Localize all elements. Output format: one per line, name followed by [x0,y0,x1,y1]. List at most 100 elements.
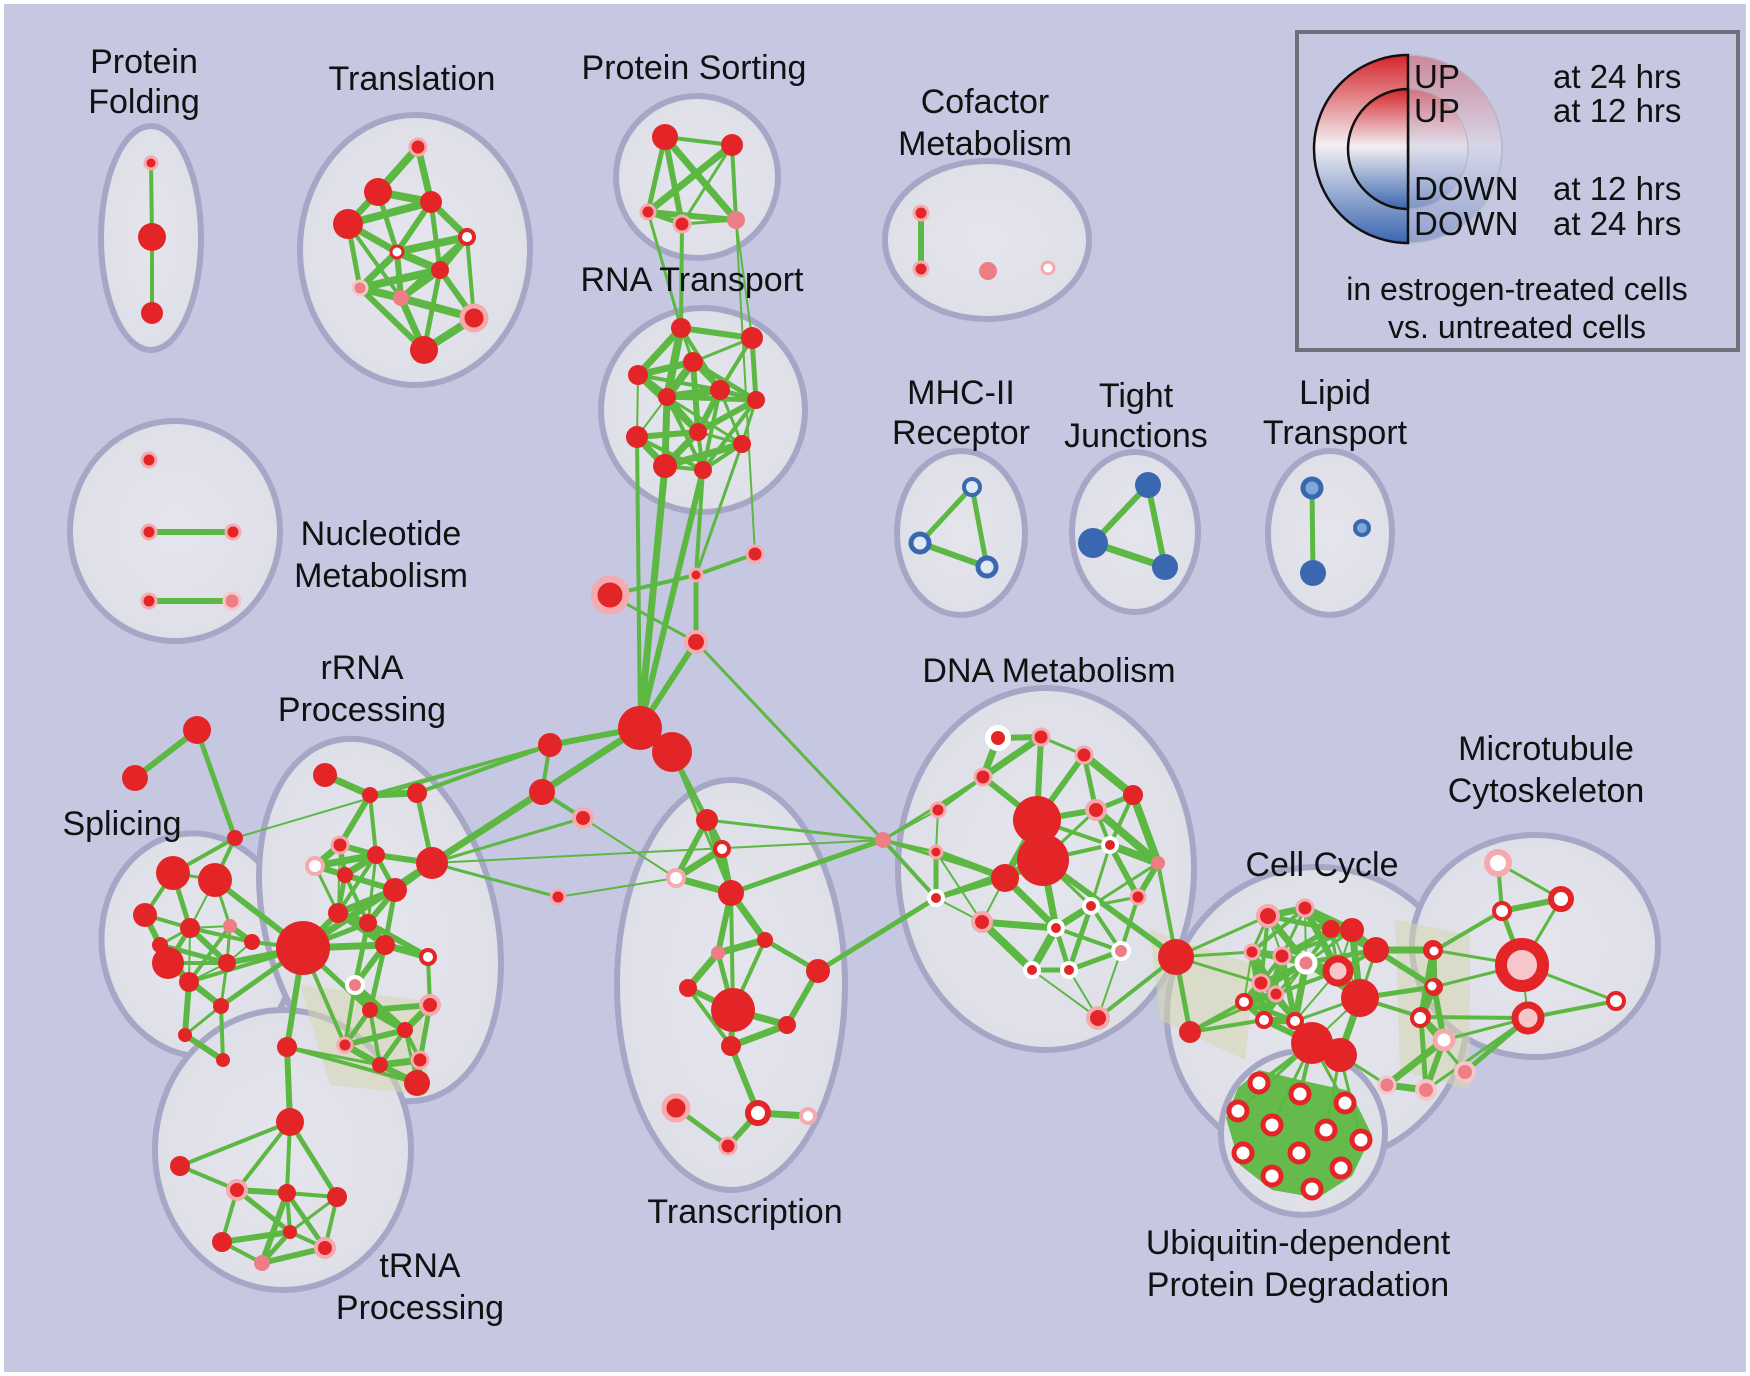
trna-processing-node-0 [276,1108,304,1136]
transcription-node-0 [696,809,718,831]
splicing-node-1 [198,863,232,897]
cofactor-metabolism-node-2 [979,262,997,280]
transcription-label: Transcription [647,1193,842,1231]
rrna-processing-node-6 [337,867,353,883]
tight-junctions-node-2 [1152,554,1178,580]
translation-node-4 [458,228,476,246]
cofactor-metabolism-node-1 [912,260,930,278]
lipid-transport-node-0 [1300,476,1324,500]
splicing-node-11 [178,1028,192,1042]
connectors-node-4 [618,706,662,750]
tight-junctions-edge [1145,482,1168,570]
protein-sorting-label: Protein Sorting [582,49,807,87]
transcription-node-5 [711,946,725,960]
microtubule-cytoskeleton-node-3 [1426,943,1442,959]
inter-cluster-edge [430,861,560,899]
mhc-ii-receptor-edge [969,484,990,570]
transcription-node-4 [757,932,773,948]
rna-transport-node-11 [694,461,712,479]
rrna-processing-node-16 [419,994,441,1016]
trna-processing-edge [287,1119,340,1200]
rrna-processing-node-11 [375,935,395,955]
dna-metabolism-node-0 [985,725,1011,751]
ubiquitin-degradation-node-9 [1329,1156,1353,1180]
lipid-transport-label: Transport [1263,414,1408,452]
dna-metabolism-node-3 [973,767,993,787]
cofactor-metabolism-node-0 [912,204,930,222]
transcription-edge [686,986,733,1048]
cofactor-metabolism-label: Metabolism [898,125,1072,163]
tight-junctions-node-1 [1078,528,1108,558]
splicing-node-3 [180,918,200,938]
rrna-processing-node-7 [416,847,448,879]
transcription-node-7 [806,959,830,983]
splicing-node-8 [218,954,236,972]
rrna-processing-node-14 [362,1002,378,1018]
dna-metabolism-edge [979,733,1045,781]
inter-cluster-edge [1188,1018,1266,1034]
dna-metabolism-label: DNA Metabolism [922,652,1175,690]
rrna-processing-node-15 [397,1022,413,1038]
legend-direction-3: DOWN [1414,205,1518,242]
trna-processing-node-1 [170,1156,190,1176]
transcription-node-13 [799,1107,817,1125]
mhc-ii-receptor-node-0 [962,477,982,497]
trna-processing-node-2 [226,1179,248,1201]
cell-cycle-node-21 [1377,1075,1397,1095]
legend-caption-line-1: in estrogen-treated cells [1346,271,1688,307]
ubiquitin-degradation-node-7 [1231,1141,1255,1165]
ubiquitin-degradation-label: Ubiquitin-dependent [1146,1224,1451,1262]
translation-node-2 [420,191,442,213]
rna-transport-edge [664,394,759,403]
inter-cluster-edge [694,640,885,842]
translation-node-10 [410,336,438,364]
connectors-node-3 [684,630,708,654]
splicing-edge [219,1004,225,1062]
dna-metabolism-edge [1092,806,1162,867]
splicing-node-2 [133,903,157,927]
dna-metabolism-node-20 [1060,961,1078,979]
protein-folding-label: Protein [90,43,198,81]
connectors-node-1 [688,567,704,583]
inter-cluster-edge [694,468,705,577]
rna-transport-node-0 [671,318,691,338]
lipid-transport-label: Lipid [1299,374,1371,412]
cell-cycle-node-11 [1235,993,1253,1011]
dna-metabolism-node-1 [1031,727,1051,747]
inter-cluster-edge [1040,857,1179,960]
nucleotide-metabolism-label: Nucleotide [301,515,462,553]
inter-cluster-edge [1419,1015,1530,1020]
ubiquitin-degradation-node-8 [1287,1141,1311,1165]
connectors-node-12 [276,921,330,975]
inter-cluster-edge [194,727,238,841]
protein-sorting-edge [680,143,734,226]
dna-metabolism-node-2 [1074,745,1094,765]
translation-label: Translation [329,60,496,98]
rna-transport-node-2 [683,352,703,372]
connectors-node-15 [549,888,567,906]
rrna-processing-node-4 [305,856,325,876]
microtubule-cytoskeleton-node-6 [1410,1008,1430,1028]
rna-transport-node-3 [628,365,648,385]
tight-junctions-label: Tight [1099,377,1174,415]
cell-cycle-edge [1383,1036,1448,1089]
ubiquitin-degradation-node-1 [1288,1082,1312,1106]
protein-sorting-edge [662,134,685,227]
dna-metabolism-node-19 [1023,961,1041,979]
trna-processing-edge [178,1120,292,1168]
ubiquitin-degradation-node-11 [1300,1177,1324,1201]
rna-transport-edge [635,435,705,472]
rna-transport-node-9 [733,435,751,453]
splicing-edge [182,1032,226,1063]
rrna-processing-node-18 [372,1057,388,1073]
cell-cycle-node-8 [1322,955,1354,987]
rrna-processing-node-1 [362,787,378,803]
dna-metabolism-node-12 [1151,856,1165,870]
cell-cycle-node-12 [1267,985,1285,1003]
inter-cluster-edge [881,838,1007,880]
legend-caption-line-2: vs. untreated cells [1388,309,1646,345]
connectors-node-0 [590,575,630,615]
rrna-processing-edge [366,853,378,925]
protein-sorting-node-0 [652,124,678,150]
protein-sorting-edge [661,133,740,224]
